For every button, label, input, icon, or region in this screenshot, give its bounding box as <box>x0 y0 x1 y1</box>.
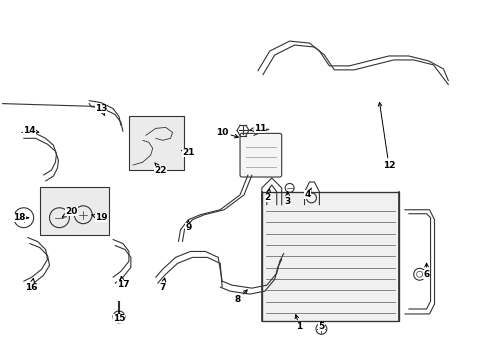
Text: 6: 6 <box>423 263 429 279</box>
Text: 16: 16 <box>25 278 38 292</box>
Text: 1: 1 <box>295 315 302 331</box>
Text: 11: 11 <box>249 124 265 133</box>
Bar <box>40 187 109 235</box>
Text: 12: 12 <box>378 103 394 170</box>
Text: 18: 18 <box>14 213 29 222</box>
Text: 22: 22 <box>154 163 166 175</box>
Text: 4: 4 <box>304 188 311 199</box>
Text: 20: 20 <box>62 207 78 217</box>
Text: 15: 15 <box>113 311 125 323</box>
Text: 7: 7 <box>159 278 165 292</box>
Text: 3: 3 <box>284 192 290 206</box>
Text: 19: 19 <box>92 213 107 222</box>
Text: 17: 17 <box>117 276 129 289</box>
Text: 14: 14 <box>23 126 39 135</box>
Text: 2: 2 <box>264 189 270 202</box>
Text: 10: 10 <box>216 128 238 138</box>
Bar <box>262 192 398 321</box>
Text: 5: 5 <box>318 322 324 331</box>
Text: 21: 21 <box>181 148 194 157</box>
Text: 13: 13 <box>95 104 107 116</box>
Bar <box>129 116 184 170</box>
Text: 8: 8 <box>234 290 247 303</box>
Text: 9: 9 <box>185 220 191 232</box>
FancyBboxPatch shape <box>240 133 281 177</box>
